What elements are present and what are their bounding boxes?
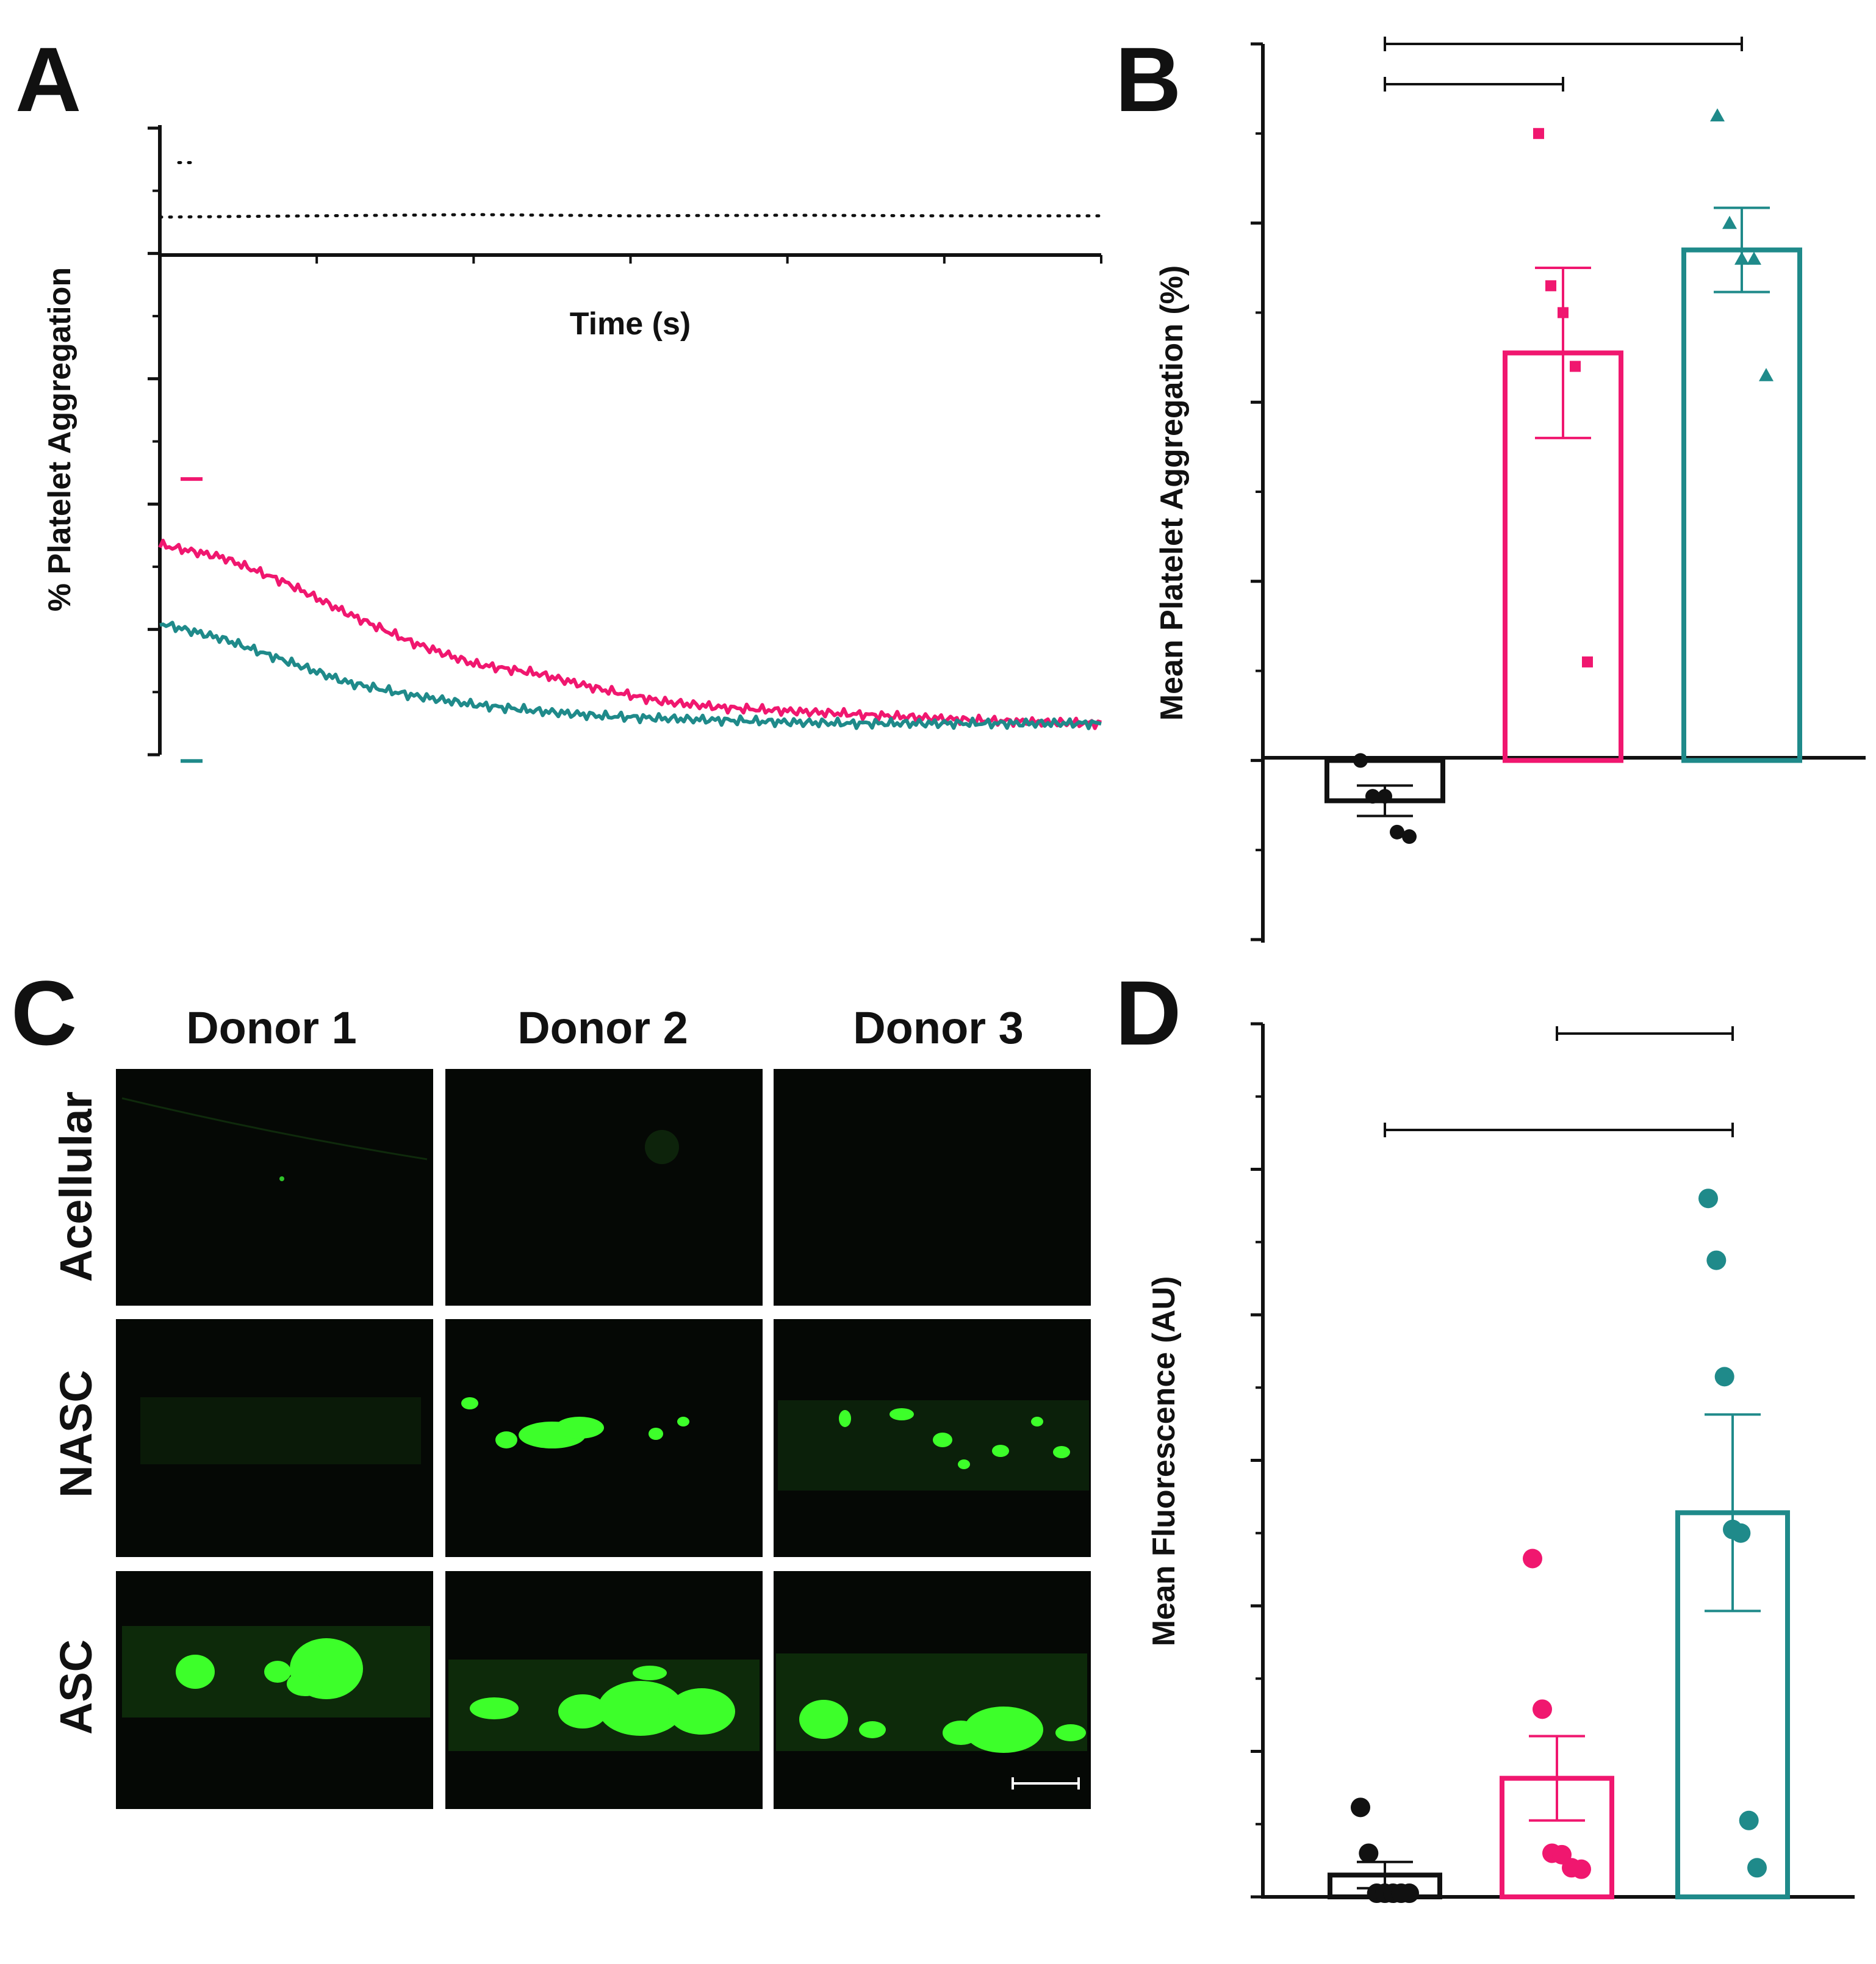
- data-point-acellular: [1378, 789, 1392, 804]
- panel-b-bar-chart: Mean Platelet Aggregation (%): [1154, 37, 1866, 943]
- panel-letter-d: D: [1115, 962, 1181, 1064]
- vessel-wall: [140, 1397, 421, 1464]
- panel-d-bar-chart: Mean Fluorescence (AU): [1146, 1022, 1855, 1904]
- data-point-asc: [1747, 1858, 1767, 1878]
- data-point-acellular: [1400, 1883, 1419, 1904]
- data-point-asc: [1739, 1810, 1759, 1830]
- series-line-asc: [159, 620, 1102, 730]
- data-point-acellular: [1359, 1843, 1379, 1863]
- panel-letter-c: C: [11, 962, 77, 1064]
- platelet-speck: [279, 1176, 284, 1181]
- data-point-asc: [1722, 215, 1737, 229]
- platelet-aggregate: [176, 1638, 1086, 1753]
- data-point-acellular: [1390, 824, 1404, 840]
- data-point-asc: [1706, 1250, 1727, 1270]
- micrograph-acellular-donor-3: [774, 1069, 1091, 1306]
- row-label-asc: ASC: [51, 1639, 101, 1735]
- data-point-acellular: [1353, 753, 1368, 768]
- data-point-nasc: [1533, 128, 1544, 139]
- data-point-asc: [1747, 251, 1761, 265]
- data-point-asc: [1734, 251, 1749, 265]
- panel-letter-b: B: [1115, 28, 1181, 131]
- micrograph-nasc-donor-2: [445, 1319, 763, 1557]
- panel-c-image-grid: Donor 1 Donor 2 Donor 3 Acellular NASC A…: [51, 1002, 1091, 1809]
- data-point-asc: [1731, 1523, 1751, 1543]
- bar-asc: [1681, 247, 1802, 763]
- data-point-acellular: [1402, 829, 1417, 844]
- data-point-asc: [1698, 1189, 1718, 1209]
- vessel-wall: [778, 1400, 1089, 1491]
- micrograph-acellular-donor-2: [445, 1069, 763, 1306]
- vessel-edge: [121, 1097, 428, 1160]
- micrograph-acellular-donor-1: [116, 1069, 433, 1306]
- data-point-acellular: [1365, 789, 1380, 804]
- panel-letter-a: A: [15, 28, 81, 131]
- data-point-asc: [1714, 1367, 1734, 1387]
- data-point-nasc: [1533, 1699, 1552, 1719]
- autofluorescence-spot: [645, 1130, 679, 1164]
- data-point-asc: [1759, 368, 1774, 381]
- row-label-acellular: Acellular: [51, 1092, 101, 1282]
- column-label-donor-1: Donor 1: [186, 1002, 357, 1053]
- data-point-nasc: [1523, 1549, 1542, 1569]
- data-point-acellular: [1351, 1797, 1370, 1818]
- data-point-nasc: [1570, 361, 1581, 372]
- series-line-nasc: [158, 538, 1102, 730]
- data-point-nasc: [1558, 307, 1569, 318]
- column-label-donor-3: Donor 3: [853, 1002, 1024, 1053]
- platelet-aggregate: [461, 1397, 1070, 1469]
- panel-a-x-axis-label: Time (s): [570, 306, 691, 342]
- column-label-donor-2: Donor 2: [517, 1002, 688, 1053]
- row-label-nasc: NASC: [51, 1370, 101, 1498]
- data-point-nasc: [1572, 1859, 1591, 1879]
- panel-b-y-axis-label: Mean Platelet Aggregation (%): [1154, 265, 1190, 721]
- panel-a-line-chart: Time (s) % Platelet Aggregation: [42, 125, 1103, 763]
- panel-d-y-axis-label: Mean Fluorescence (AU): [1146, 1276, 1182, 1647]
- data-point-nasc: [1545, 280, 1556, 292]
- data-point-nasc: [1582, 656, 1593, 667]
- data-point-asc: [1710, 108, 1725, 122]
- panel-a-y-axis-label: % Platelet Aggregation: [42, 267, 77, 611]
- series-line-acellular: [158, 213, 1103, 219]
